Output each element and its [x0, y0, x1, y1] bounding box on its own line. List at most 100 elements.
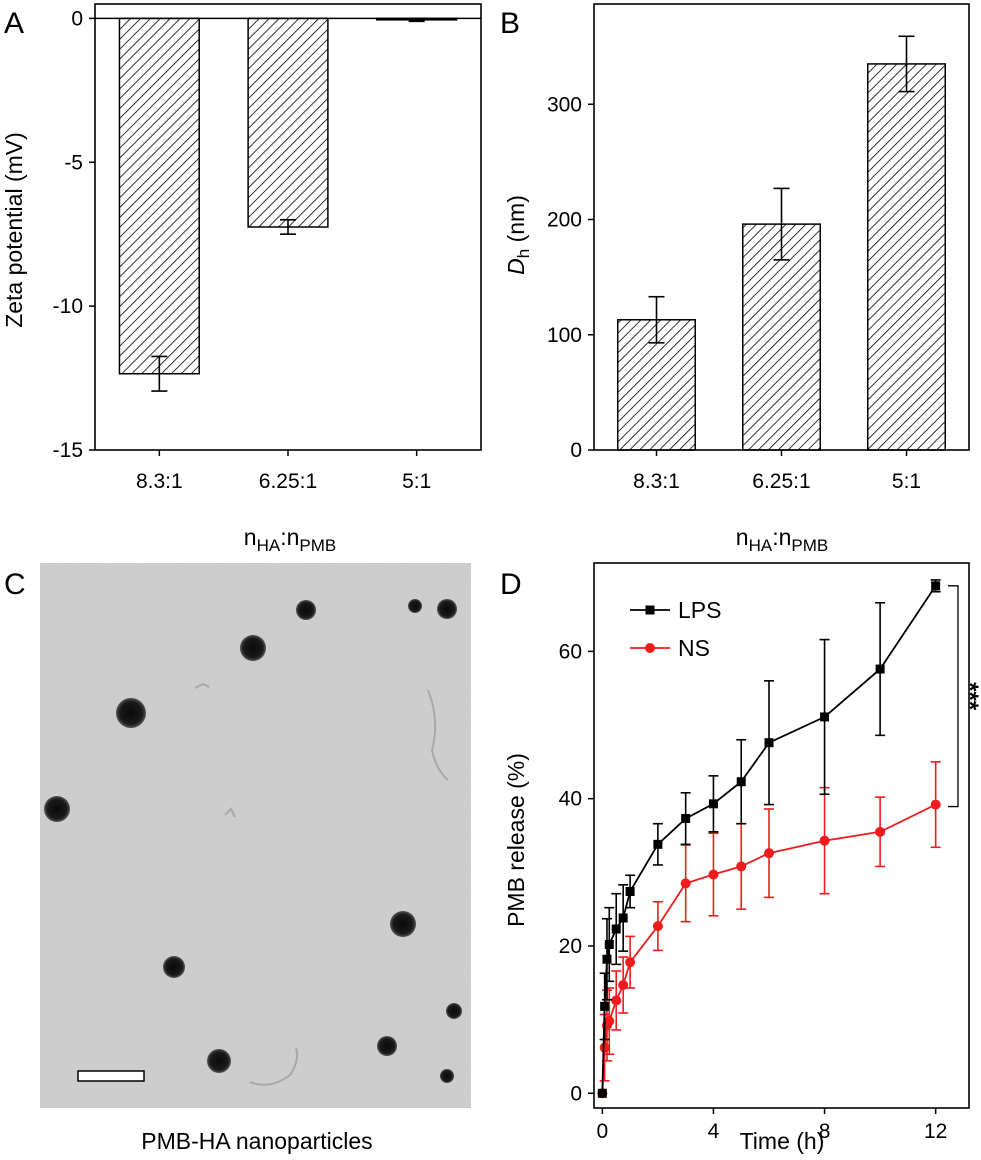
series-lps-point — [602, 954, 612, 964]
panel-b-x-tick-label: 8.3:1 — [633, 470, 680, 493]
legend-ns-label: NS — [678, 635, 710, 661]
series-ns-point — [625, 957, 636, 968]
panel-d-x-ticks: 0 4 8 12 — [596, 1108, 947, 1143]
series-ns — [597, 761, 941, 1099]
panel-d-y-axis-label: PMB release (%) — [503, 753, 529, 927]
panel-a-y-ticks: 0 -5 -10 -15 — [53, 7, 95, 462]
nanoparticle — [440, 1069, 454, 1083]
panel-d-series — [597, 579, 941, 1099]
panel-d-x-tick-label: 12 — [924, 1120, 947, 1143]
panel-a-label: A — [4, 7, 24, 40]
panel-c-label: C — [4, 568, 26, 601]
significance-label: *** — [956, 682, 981, 711]
panel-a-bar — [247, 17, 329, 228]
panel-b-y-tick-label: 100 — [547, 324, 582, 347]
series-lps-point — [618, 913, 628, 923]
nanoparticle — [390, 911, 416, 937]
scale-bar — [77, 1070, 145, 1082]
series-lps-point — [736, 777, 746, 787]
panel-b-y-ticks: 0 100 200 300 — [547, 93, 594, 462]
panel-b-bar — [867, 63, 946, 451]
significance-bracket: *** — [948, 585, 981, 808]
panel-b-x-tick-label: 5:1 — [892, 470, 921, 493]
panel-d-x-tick-label: 4 — [708, 1120, 720, 1143]
panel-a: A 0 -5 -10 -15 8.3:1 6.25:1 5:1 Zeta potentia… — [1, 3, 482, 555]
panel-b-y-axis-label: Dh (nm) — [503, 195, 533, 275]
panel-d-plot-frame — [593, 562, 970, 1109]
series-lps-point — [611, 924, 621, 934]
panel-b-error-bars — [648, 35, 915, 344]
panel-d: D 0 20 40 60 0 4 8 12 LPS NS *** PMB release (%… — [500, 562, 981, 1154]
panel-b-label: B — [500, 7, 520, 40]
series-lps-point — [681, 814, 691, 824]
panel-d-x-tick-label: 0 — [596, 1120, 608, 1143]
panel-a-x-tick-label: 6.25:1 — [259, 470, 317, 493]
nanoparticle — [296, 600, 316, 620]
series-lps-point — [600, 1001, 610, 1011]
nanoparticle — [116, 698, 146, 728]
panel-a-y-tick-label: -10 — [53, 295, 83, 318]
series-ns-point — [708, 869, 719, 880]
nanoparticle — [377, 1036, 397, 1056]
significance-bracket-line — [948, 585, 959, 808]
panel-d-x-axis-label: Time (h) — [740, 1128, 825, 1154]
series-ns-point — [604, 1016, 615, 1027]
panel-d-y-tick-label: 20 — [559, 935, 582, 958]
legend-lps-marker — [645, 605, 655, 615]
series-ns-point — [930, 799, 941, 810]
series-lps-point — [653, 839, 663, 849]
panel-a-x-axis-label: nHA:nPMB — [244, 524, 336, 555]
series-lps-point — [604, 940, 614, 949]
panel-b-y-tick-label: 300 — [547, 93, 582, 116]
panel-d-label: D — [500, 568, 522, 601]
panel-a-y-tick-label: 0 — [71, 7, 83, 30]
panel-a-x-tick-label: 5:1 — [402, 470, 431, 493]
panel-c-caption: PMB-HA nanoparticles — [141, 1128, 372, 1154]
panel-c: C PMB-HA nanoparticles — [4, 563, 471, 1154]
series-lps-point — [708, 799, 718, 809]
panel-d-y-tick-label: 40 — [559, 788, 582, 811]
panel-d-y-ticks: 0 20 40 60 — [559, 640, 594, 1105]
panel-b-x-axis-label: nHA:nPMB — [736, 524, 828, 555]
series-ns-point — [680, 878, 691, 889]
panel-a-y-tick-label: -5 — [64, 151, 83, 174]
series-ns-point — [764, 848, 774, 859]
panel-a-x-tick-label: 8.3:1 — [136, 470, 183, 493]
panel-b-x-ticks: 8.3:1 6.25:1 5:1 — [633, 450, 921, 493]
panel-a-bar — [118, 17, 200, 375]
panel-b-bar — [742, 223, 821, 451]
panel-a-bars — [118, 17, 458, 375]
series-ns-point — [819, 835, 830, 846]
panel-b-y-tick-label: 200 — [547, 209, 582, 232]
series-ns-point — [611, 995, 622, 1006]
series-lps-point — [625, 886, 635, 896]
panel-b-y-tick-label: 0 — [570, 439, 582, 462]
panel-b-x-tick-label: 6.25:1 — [752, 470, 810, 493]
nanoparticle — [207, 1049, 231, 1073]
series-ns-point — [599, 1042, 610, 1053]
series-lps-point — [931, 581, 941, 591]
series-lps-point — [820, 712, 830, 722]
series-lps-point — [764, 738, 774, 748]
panel-d-x-tick-label: 8 — [819, 1120, 831, 1143]
nanoparticle — [446, 1003, 462, 1019]
series-ns-point — [618, 980, 629, 991]
series-ns-point — [736, 861, 747, 872]
series-ns-point — [652, 921, 663, 932]
series-ns-point — [875, 826, 886, 837]
legend-lps-label: LPS — [678, 597, 721, 623]
series-lps-point — [597, 1088, 607, 1098]
panel-a-x-ticks: 8.3:1 6.25:1 5:1 — [136, 450, 431, 493]
panel-b-bars — [617, 63, 946, 451]
nanoparticle — [437, 599, 457, 619]
panel-d-y-tick-label: 0 — [570, 1082, 582, 1105]
panel-d-y-tick-label: 60 — [559, 640, 582, 663]
series-lps — [597, 579, 941, 1098]
legend-ns-marker — [645, 643, 655, 653]
nanoparticle — [163, 956, 185, 978]
nanoparticle — [44, 796, 70, 822]
panel-a-y-tick-label: -15 — [53, 439, 83, 462]
tem-particles — [44, 599, 462, 1083]
nanoparticle — [408, 599, 422, 613]
